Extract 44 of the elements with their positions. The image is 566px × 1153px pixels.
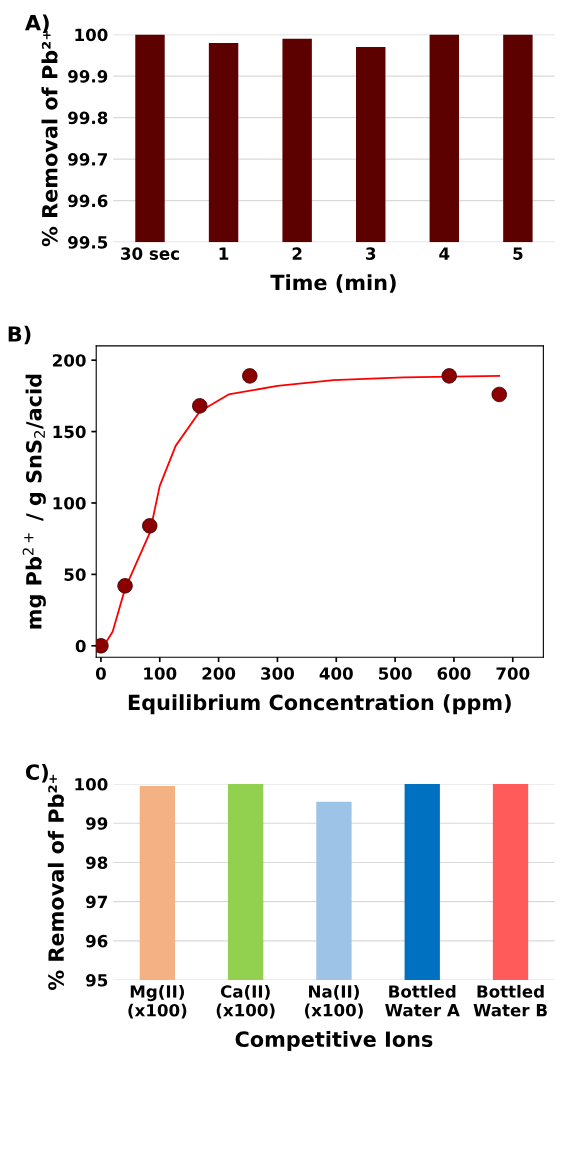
y-tick-label: 100: [53, 496, 86, 510]
x-axis-title: Equilibrium Concentration (ppm): [128, 694, 511, 715]
x-tick-label: Na(II) (x100): [304, 984, 363, 1019]
x-tick-label: 300: [261, 667, 295, 680]
x-tick-label: 1: [219, 247, 229, 260]
x-tick-label: 200: [202, 667, 236, 680]
x-tick-label: Ca(II) (x100): [216, 984, 275, 1019]
x-axis-title: Time (min): [270, 274, 396, 293]
x-tick-label: Mg(II) (x100): [128, 984, 187, 1019]
x-tick-label: 30 sec: [121, 247, 179, 260]
x-tick-label: 4: [439, 247, 450, 260]
y-axis-title: mg Pb$^{2+}$ / g SnS$_{2}$/acid: [22, 374, 46, 629]
y-tick-label: 0: [75, 639, 86, 653]
y-tick-label: 50: [64, 568, 86, 581]
x-tick-label: Bottled Water B: [473, 984, 547, 1017]
y-tick-label: 100: [75, 28, 108, 42]
y-tick-label: 99.5: [68, 236, 108, 249]
x-tick-label: 500: [378, 667, 412, 680]
y-tick-label: 100: [75, 778, 108, 791]
y-tick-label: 99: [86, 817, 108, 830]
y-tick-label: 200: [53, 354, 86, 367]
x-tick-label: 5: [513, 247, 523, 260]
x-tick-label: 400: [319, 667, 353, 680]
x-tick-label: 3: [366, 247, 376, 260]
y-tick-label: 96: [86, 934, 108, 948]
y-tick-label: 99.7: [68, 153, 108, 166]
chart-title: B): [8, 325, 31, 345]
y-tick-label: 95: [86, 974, 108, 987]
x-tick-label: 700: [496, 667, 530, 680]
y-tick-label: 99.9: [68, 70, 108, 83]
x-tick-label: 600: [437, 667, 471, 680]
y-tick-label: 97: [86, 895, 108, 909]
y-axis-title: % Removal of Pb²⁺: [41, 31, 58, 247]
x-tick-label: 2: [292, 247, 302, 260]
chart-title: C): [25, 763, 48, 783]
y-tick-label: 98: [86, 856, 108, 870]
chart-title: A): [25, 14, 49, 33]
x-axis-title: Competitive Ions: [235, 1030, 433, 1052]
y-axis-title: % Removal of Pb²⁺: [47, 774, 64, 991]
x-tick-label: Bottled Water A: [385, 984, 460, 1017]
y-tick-label: 150: [53, 425, 86, 439]
y-tick-label: 99.6: [68, 194, 108, 208]
x-tick-label: 100: [144, 667, 177, 680]
y-tick-label: 99.8: [68, 111, 108, 125]
